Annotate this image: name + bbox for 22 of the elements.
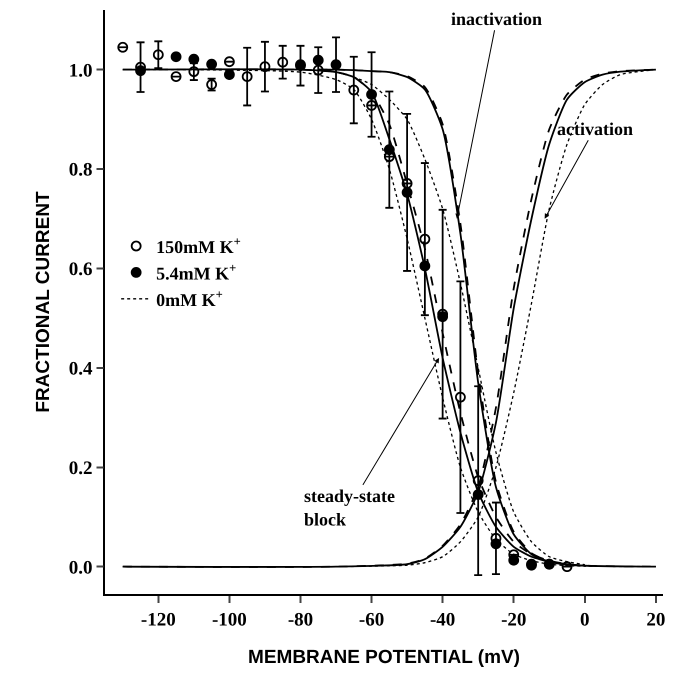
x-tick-label: -120 bbox=[140, 610, 176, 631]
x-axis-title: MEMBRANE POTENTIAL (mV) bbox=[248, 646, 520, 668]
x-tick-label: -100 bbox=[212, 610, 247, 631]
annotation: inactivation bbox=[451, 9, 542, 29]
y-tick-label: 0.2 bbox=[68, 458, 92, 479]
x-tick-label: -80 bbox=[288, 610, 314, 631]
y-axis-title: FRACTIONAL CURRENT bbox=[33, 190, 54, 413]
annotation: steady-state block bbox=[304, 486, 395, 530]
y-tick-label: 1.0 bbox=[68, 60, 92, 82]
x-tick-label: -60 bbox=[358, 610, 384, 631]
y-tick-label: 0.8 bbox=[68, 160, 92, 181]
y-tick-label: 0.4 bbox=[68, 358, 93, 380]
legend-label: 150mM K$^{+}$ bbox=[156, 234, 241, 258]
annotation: activation bbox=[557, 119, 633, 139]
y-tick-label: 0.6 bbox=[68, 259, 92, 280]
x-tick-label: -40 bbox=[430, 610, 456, 631]
legend-label: 0mM K$^{+}$ bbox=[156, 287, 223, 310]
x-tick-label: 0 bbox=[580, 610, 590, 631]
legend-label: 5.4mM K$^{+}$ bbox=[156, 260, 236, 284]
x-tick-label: 20 bbox=[646, 610, 666, 631]
x-tick-label: -20 bbox=[501, 610, 526, 631]
y-tick-label: 0.0 bbox=[68, 557, 92, 578]
